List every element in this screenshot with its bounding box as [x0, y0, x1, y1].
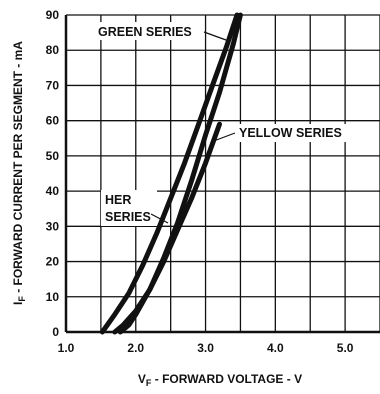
series-lines — [99, 12, 243, 335]
green-series-label: GREEN SERIES — [98, 25, 192, 39]
yellow-label-bg — [236, 124, 348, 142]
y-tick-label: 90 — [46, 8, 60, 22]
her-leader-line — [150, 213, 169, 224]
green-label-bg — [94, 22, 198, 40]
series-annotations: GREEN SERIES YELLOW SERIES HER SERIES — [94, 22, 348, 226]
y-axis-title: IF - FORWARD CURRENT PER SEGMENT - mA — [11, 41, 27, 305]
yellow-series-label: YELLOW SERIES — [239, 126, 342, 140]
y-tick-label: 30 — [46, 219, 60, 233]
green-leader-line — [203, 31, 227, 41]
y-tick-label: 0 — [52, 325, 59, 339]
tick-labels: 1.0 2.0 3.0 4.0 5.0 0 10 20 30 40 50 60 70 80 90 — [46, 8, 354, 355]
x-tick-label: 5.0 — [337, 341, 354, 355]
x-tick-label: 4.0 — [267, 341, 284, 355]
her-label-bg — [101, 190, 157, 226]
y-tick-label: 40 — [46, 184, 60, 198]
y-tick-label: 50 — [46, 149, 60, 163]
y-tick-label: 70 — [46, 78, 60, 92]
green-series-line — [117, 12, 243, 335]
axis-titles: VF - FORWARD VOLTAGE - V IF - FORWARD CU… — [11, 41, 302, 388]
x-tick-label: 1.0 — [58, 341, 75, 355]
y-tick-label: 80 — [46, 43, 60, 57]
her-series-line — [99, 12, 240, 335]
yellow-leader-line — [210, 132, 236, 143]
yellow-series-line — [112, 121, 222, 335]
y-tick-label: 20 — [46, 255, 60, 269]
x-axis-title: VF - FORWARD VOLTAGE - V — [138, 372, 302, 388]
x-tick-label: 2.0 — [127, 341, 144, 355]
her-series-label-line2: SERIES — [105, 210, 151, 224]
y-tick-label: 10 — [46, 290, 60, 304]
x-tick-label: 3.0 — [197, 341, 214, 355]
y-tick-label: 60 — [46, 114, 60, 128]
her-series-label-line1: HER — [105, 193, 131, 207]
